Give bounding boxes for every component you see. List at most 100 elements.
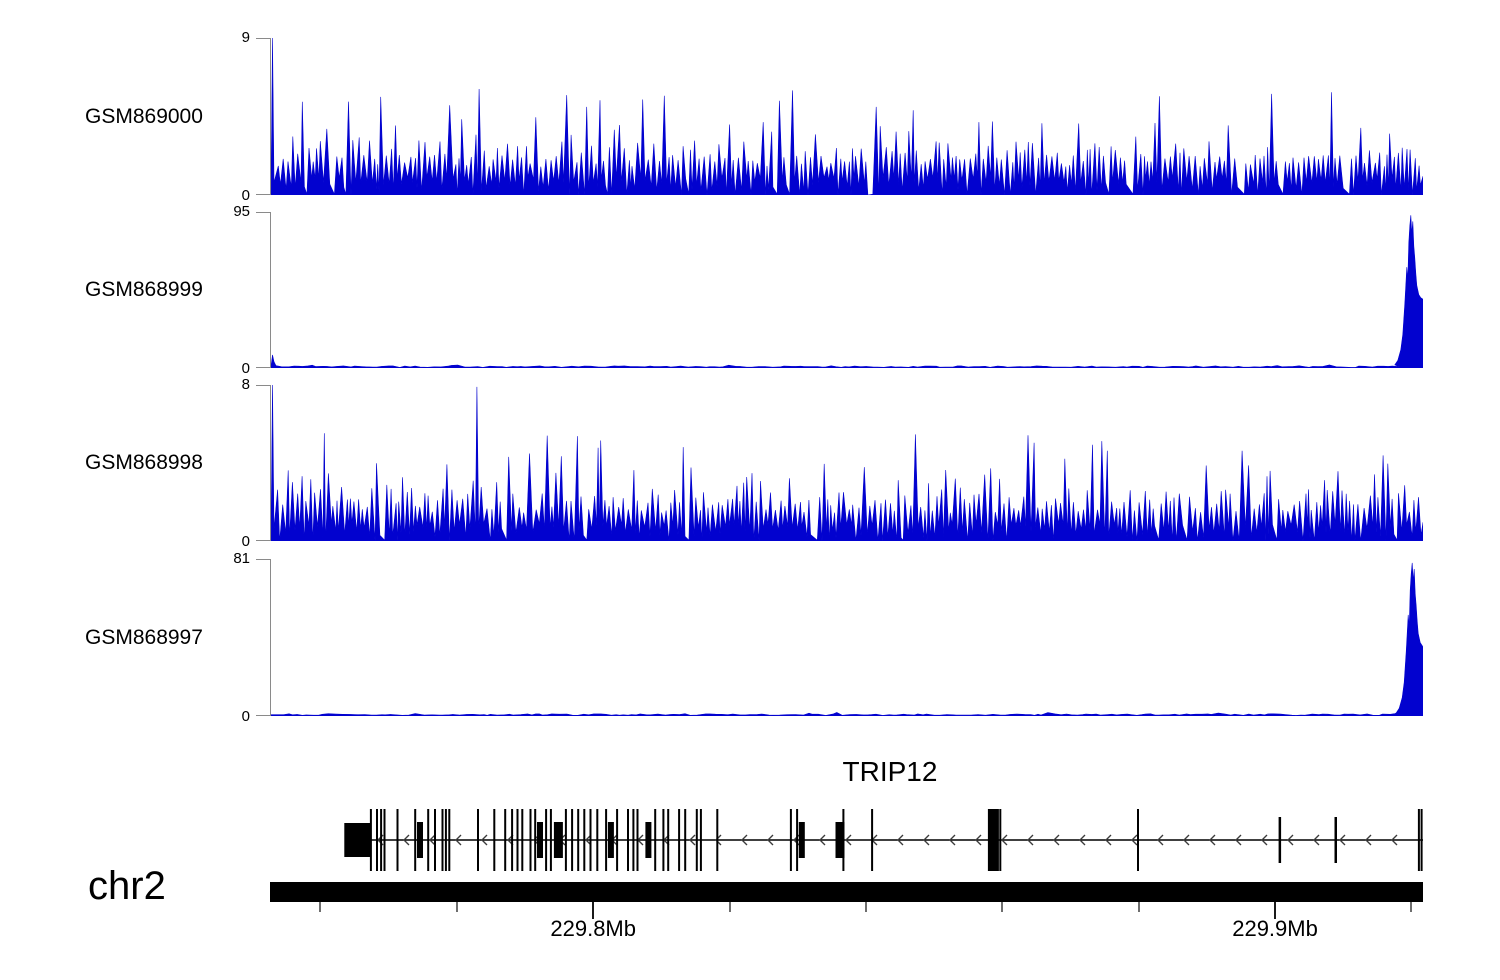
exon-block: [549, 809, 552, 871]
y-axis-max-label: 9: [241, 29, 250, 46]
y-axis: [256, 212, 271, 368]
axis-major-tick: [592, 902, 595, 919]
exon-block: [417, 822, 423, 858]
exon-block: [987, 809, 999, 871]
strand-direction-arrow-icon: [1313, 834, 1320, 846]
exon-block: [716, 809, 719, 871]
coverage-track-gsm868997: GSM868997 81 0: [0, 551, 1500, 724]
exon-block: [529, 809, 532, 871]
chromosome-ideogram-bar: [270, 882, 1423, 902]
exon-block: [654, 809, 657, 871]
y-axis-max-label: 81: [233, 550, 250, 567]
exon-block: [596, 809, 599, 871]
strand-direction-arrow-icon: [1365, 834, 1372, 846]
exon-block: [699, 809, 702, 871]
exon-block: [607, 822, 614, 858]
exon-block: [477, 809, 479, 871]
strand-direction-arrow-icon: [481, 834, 488, 846]
strand-direction-arrow-icon: [1105, 834, 1112, 846]
signal-area-gsm868997: [271, 562, 1423, 716]
exon-block: [678, 809, 681, 871]
exon-block: [571, 809, 574, 871]
signal-area-gsm868998: [271, 385, 1423, 541]
axis-minor-tick: [864, 902, 867, 912]
strand-direction-arrow-icon: [1209, 834, 1216, 846]
track-label: GSM868999: [85, 278, 203, 301]
exon-block: [589, 809, 592, 871]
exon-block: [627, 809, 629, 871]
strand-direction-arrow-icon: [1027, 834, 1034, 846]
exon-block: [667, 809, 670, 871]
exon-block: [796, 809, 799, 871]
strand-direction-arrow-icon: [715, 834, 722, 846]
exon-block: [662, 809, 665, 871]
exon-block: [545, 809, 548, 871]
exon-block: [516, 809, 519, 871]
exon-block: [999, 809, 1002, 871]
signal-area-gsm868999: [271, 215, 1423, 368]
exon-block: [504, 809, 507, 871]
y-axis-zero-label: 0: [241, 533, 250, 550]
chromosome-label: chr2: [88, 864, 166, 908]
strand-direction-arrow-icon: [429, 834, 436, 846]
gene-name-label: TRIP12: [842, 756, 938, 787]
strand-direction-arrow-icon: [767, 834, 774, 846]
coverage-signal-plot: [271, 385, 1423, 541]
gene-model-track: [344, 809, 1423, 871]
strand-direction-arrow-icon: [403, 834, 410, 846]
exon-block: [636, 809, 639, 871]
exon-block: [448, 809, 451, 871]
axis-minor-tick: [1001, 902, 1004, 912]
strand-direction-arrow-icon: [923, 834, 930, 846]
exon-block: [521, 809, 524, 871]
signal-area-gsm869000: [271, 38, 1423, 195]
exon-block: [553, 822, 563, 858]
exon-block: [564, 809, 567, 871]
strand-direction-arrow-icon: [1001, 834, 1008, 846]
axis-minor-tick: [319, 902, 322, 912]
coverage-track-gsm868998: GSM868998 8 0: [0, 377, 1500, 549]
axis-minor-tick: [455, 902, 458, 912]
strand-direction-arrow-icon: [949, 834, 956, 846]
strand-direction-arrow-icon: [1339, 834, 1346, 846]
exon-block: [511, 809, 514, 871]
exon-block: [1278, 817, 1282, 863]
strand-direction-arrow-icon: [689, 834, 696, 846]
exon-block: [684, 809, 687, 871]
exon-block: [427, 809, 430, 871]
exon-block: [434, 809, 436, 871]
exon-block: [396, 809, 399, 871]
exon-block: [605, 809, 608, 871]
track-label: GSM868998: [85, 451, 203, 474]
exon-block: [1417, 809, 1420, 871]
y-axis: [256, 559, 271, 716]
exon-block: [645, 822, 652, 858]
exon-block: [444, 809, 447, 871]
exon-block: [798, 822, 805, 858]
coverage-signal-plot: [271, 215, 1423, 368]
exon-block: [871, 809, 874, 871]
exon-block: [376, 809, 378, 871]
strand-direction-arrow-icon: [455, 834, 462, 846]
exon-block: [632, 809, 635, 871]
y-axis: [256, 385, 271, 541]
exon-block: [789, 809, 792, 871]
exon-block: [1420, 809, 1423, 871]
exon-block: [1334, 817, 1337, 863]
exon-block: [369, 809, 372, 871]
y-axis-zero-label: 0: [241, 708, 250, 725]
y-axis-max-label: 95: [233, 203, 250, 220]
strand-direction-arrow-icon: [845, 834, 852, 846]
exon-block: [695, 809, 698, 871]
exon-block: [383, 809, 386, 871]
axis-minor-tick: [728, 902, 731, 912]
coverage-signal-plot: [271, 38, 1423, 195]
exon-block: [534, 809, 537, 871]
y-axis-zero-label: 0: [241, 360, 250, 377]
exon-block: [583, 809, 586, 871]
exon-block: [380, 809, 383, 871]
axis-tick-label-229-9mb: 229.9Mb: [1232, 916, 1318, 941]
exon-block: [441, 809, 444, 871]
y-axis-zero-label: 0: [241, 187, 250, 204]
